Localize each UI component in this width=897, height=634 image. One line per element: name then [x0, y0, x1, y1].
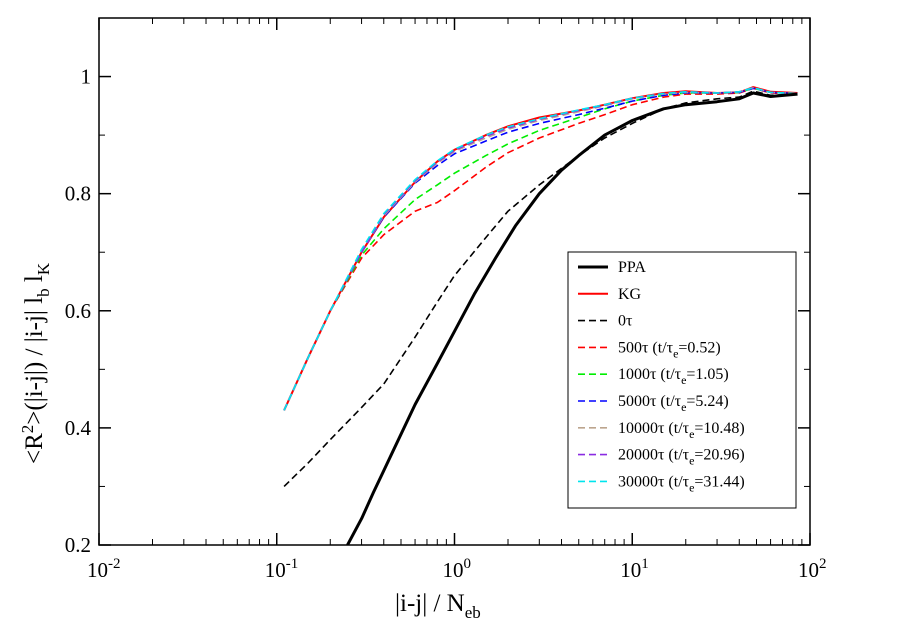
legend-label-20000tau: 20000τ (t/τe=20.96) — [618, 447, 745, 468]
series-line-30000tau — [283, 86, 798, 411]
x-tick-label: 100 — [443, 556, 472, 582]
x-tick-label: 102 — [798, 556, 827, 582]
y-tick-label: 0.8 — [65, 182, 91, 206]
legend-label-500tau: 500τ (t/τe=0.52) — [618, 339, 721, 360]
y-axis-title: <R2>(|i-j|) / |i-j| lb lK — [18, 262, 53, 464]
legend: PPA KG 0τ 500τ (t/τe=0.52) 1000τ (t/τe=1.05)… — [567, 251, 797, 509]
x-axis-title: |i-j| / Neb — [395, 590, 481, 622]
x-tick-label: 101 — [620, 556, 649, 582]
x-tick-label: 10-2 — [87, 556, 121, 582]
series-layer — [283, 86, 798, 545]
series-line-0tau — [283, 90, 798, 487]
y-tick-label: 1 — [81, 65, 92, 89]
axis-ticks: 10-2 10-1 100 101 102 0.2 0.4 0.6 0.8 1 — [65, 18, 827, 582]
y-tick-label: 0.2 — [65, 533, 91, 557]
series-line-PPA — [346, 91, 798, 545]
legend-label-PPA: PPA — [618, 259, 646, 276]
legend-label-0tau: 0τ — [618, 313, 633, 330]
y-tick-label: 0.4 — [65, 416, 92, 440]
legend-label-30000tau: 30000τ (t/τe=31.44) — [618, 473, 745, 494]
y-tick-label: 0.6 — [65, 299, 91, 323]
legend-label-1000tau: 1000τ (t/τe=1.05) — [618, 366, 729, 387]
legend-label-KG: KG — [618, 286, 642, 303]
legend-label-5000tau: 5000τ (t/τe=5.24) — [618, 393, 729, 414]
x-tick-label: 10-1 — [265, 556, 299, 582]
legend-label-10000tau: 10000τ (t/τe=10.48) — [618, 420, 745, 441]
series-line-20000tau — [283, 86, 798, 411]
